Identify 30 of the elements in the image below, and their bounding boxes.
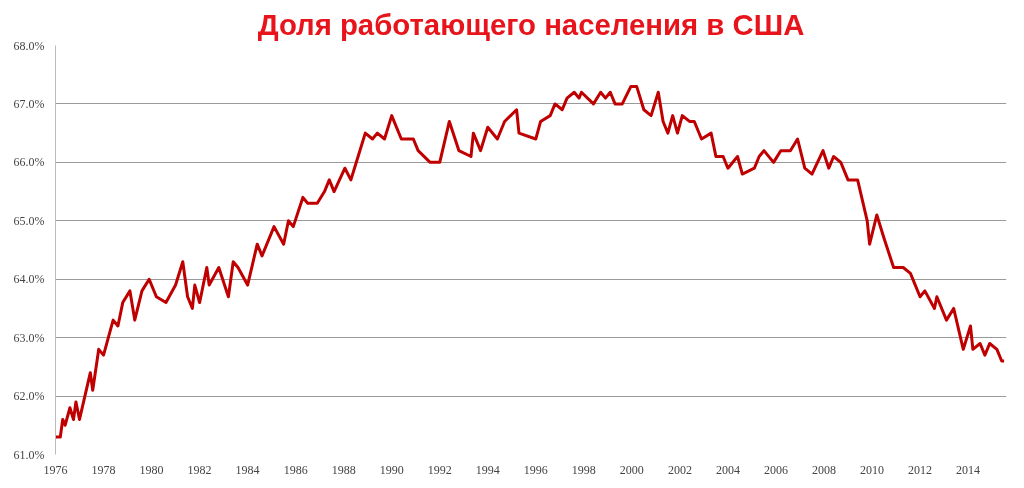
x-tick-label: 1992 (427, 462, 452, 477)
x-tick-label: 1986 (283, 462, 308, 477)
x-tick-label: 2010 (860, 462, 885, 477)
y-tick-label: 65.0% (13, 213, 45, 228)
x-tick-label: 2012 (908, 462, 933, 477)
x-tick-label: 2008 (811, 462, 836, 477)
y-tick-label: 63.0% (13, 330, 45, 345)
x-tick-label: 2014 (956, 462, 981, 477)
x-tick-label: 1994 (475, 462, 500, 477)
y-tick-label: 64.0% (13, 272, 45, 287)
x-tick-label: 1980 (139, 462, 164, 477)
y-tick-label: 67.0% (13, 96, 45, 111)
x-tick-label: 1988 (331, 462, 356, 477)
chart-title: Доля работающего населения в США (257, 7, 805, 41)
x-tick-label: 1984 (235, 462, 260, 477)
x-tick-label: 1998 (571, 462, 596, 477)
x-tick-label: 1978 (91, 462, 116, 477)
x-tick-label: 2002 (667, 462, 692, 477)
x-tick-label: 2004 (715, 462, 740, 477)
y-tick-label: 68.0% (13, 38, 45, 53)
x-tick-label: 2000 (619, 462, 644, 477)
y-tick-label: 66.0% (13, 155, 45, 170)
x-tick-label: 1982 (187, 462, 212, 477)
x-tick-label: 1990 (379, 462, 404, 477)
y-tick-label: 62.0% (13, 389, 45, 404)
x-tick-label: 1996 (523, 462, 548, 477)
x-tick-label: 2006 (763, 462, 788, 477)
x-tick-label: 1976 (43, 462, 68, 477)
y-tick-label: 61.0% (13, 447, 45, 462)
line-series (55, 84, 1006, 439)
